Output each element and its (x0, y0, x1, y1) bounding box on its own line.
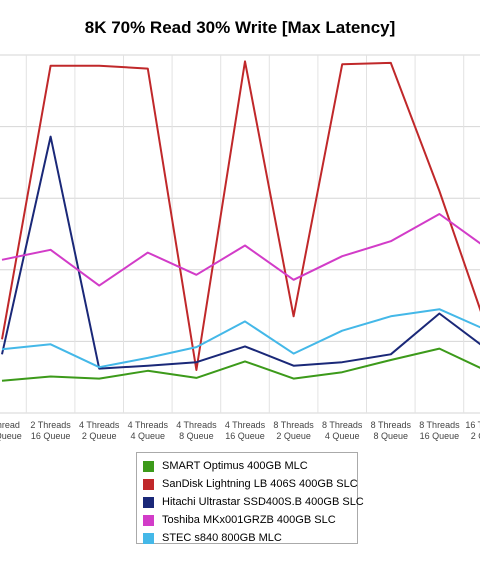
legend-swatch (143, 514, 154, 526)
x-tick-label: 8 Threads (419, 420, 460, 430)
x-tick-label: 2 Queue (471, 431, 480, 441)
series-lines (1, 60, 480, 382)
legend-item: SMART Optimus 400GB MLC (143, 457, 351, 475)
x-tick-label: 8 Threads (322, 420, 363, 430)
legend-label: SanDisk Lightning LB 406S 400GB SLC (162, 478, 358, 490)
x-tick-label: 16 Threads (465, 420, 480, 430)
legend-label: Hitachi Ultrastar SSD400S.B 400GB SLC (162, 496, 364, 508)
x-tick-label: 4 Threads (128, 420, 169, 430)
series-line-hitachi-ultrastar-ssd400s-b-400gb-slc (1, 135, 480, 370)
legend-item: SanDisk Lightning LB 406S 400GB SLC (143, 475, 358, 493)
legend-item: Hitachi Ultrastar SSD400S.B 400GB SLC (143, 493, 364, 511)
x-tick-label: 2 Threads (30, 420, 71, 430)
x-tick-label: 4 Queue (131, 431, 166, 441)
series-line-stec-s840-800gb-mlc (1, 308, 480, 369)
legend-swatch (143, 478, 154, 490)
series-line-smart-optimus-400gb-mlc (1, 347, 480, 382)
legend-label: SMART Optimus 400GB MLC (162, 460, 308, 472)
x-tick-label: 2 Queue (276, 431, 311, 441)
legend-item: STEC s840 800GB MLC (143, 529, 351, 547)
legend-label: Toshiba MKx001GRZB 400GB SLC (162, 514, 336, 526)
x-tick-label: 16 Queue (0, 431, 22, 441)
x-tick-label: 4 Threads (225, 420, 266, 430)
x-tick-label: 4 Threads (79, 420, 120, 430)
x-tick-label: 4 Threads (176, 420, 217, 430)
series-line-toshiba-mkx001grzb-400gb-slc (1, 213, 480, 287)
legend-swatch (143, 496, 154, 508)
legend-item: Toshiba MKx001GRZB 400GB SLC (143, 511, 351, 529)
legend-swatch (143, 532, 154, 544)
x-tick-label: 8 Threads (371, 420, 412, 430)
x-tick-label: 2 Queue (82, 431, 117, 441)
series-line-sandisk-lightning-lb-406s-400gb-slc (1, 60, 480, 371)
x-tick-label: 16 Queue (420, 431, 460, 441)
x-tick-label: 1 Thread (0, 420, 20, 430)
x-tick-label: 8 Queue (374, 431, 409, 441)
x-tick-label: 8 Threads (273, 420, 314, 430)
x-tick-label: 8 Queue (179, 431, 214, 441)
legend-swatch (143, 460, 154, 472)
x-tick-label: 16 Queue (225, 431, 265, 441)
legend: SMART Optimus 400GB MLC SanDisk Lightning… (136, 452, 364, 547)
legend-label: STEC s840 800GB MLC (162, 532, 282, 544)
x-tick-label: 16 Queue (31, 431, 71, 441)
chart-title: 8K 70% Read 30% Write [Max Latency] (84, 18, 396, 37)
x-tick-label: 4 Queue (325, 431, 360, 441)
